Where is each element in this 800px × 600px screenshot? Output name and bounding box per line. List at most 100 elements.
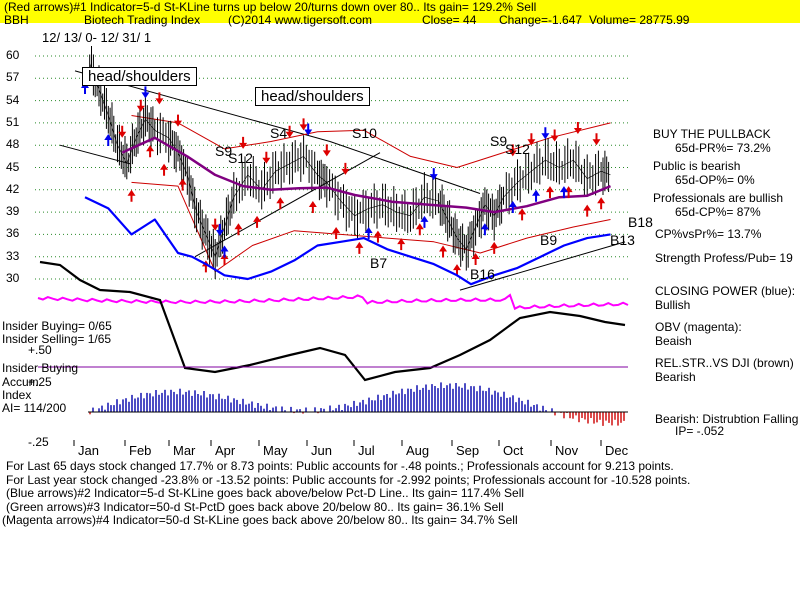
red-up-arrow <box>373 230 382 243</box>
downtrend-line-2 <box>329 141 481 194</box>
x-tick-label: Sep <box>456 443 479 458</box>
x-tick-label: May <box>263 443 288 458</box>
blue-up-arrow <box>508 200 517 213</box>
accum-plus-25: +.25 <box>28 375 52 389</box>
indicator-line-1: (Red arrows)#1 Indicator=5-d St-KLine tu… <box>4 0 537 14</box>
red-up-arrow <box>127 189 136 202</box>
pr-percent: 65d-PR%= 73.2% <box>675 141 771 155</box>
footer-line-4: (Green arrows)#3 Indicator=50-d St-PctD … <box>6 500 504 514</box>
red-up-arrow <box>415 223 424 236</box>
red-up-arrow <box>332 226 341 239</box>
lower-band <box>131 181 611 273</box>
blue-up-arrow <box>420 215 429 228</box>
blue-up-arrow <box>104 134 113 147</box>
buy-the-pullback: BUY THE PULLBACK <box>653 127 771 141</box>
index-label: Index <box>2 388 32 402</box>
insider-buying: Insider Buying= 0/65 <box>2 319 112 333</box>
red-up-arrow <box>490 241 499 254</box>
red-up-arrow <box>178 178 187 191</box>
signal-label-s10: S10 <box>352 125 377 141</box>
x-tick-label: Jul <box>358 443 375 458</box>
trend-lines <box>59 70 626 291</box>
footer-line-3: (Blue arrows)#2 Indicator=5-d St-KLine g… <box>6 486 525 500</box>
support-line <box>459 241 626 291</box>
red-up-arrow <box>518 208 527 221</box>
cp-percent: 65d-CP%= 87% <box>675 205 761 219</box>
obv-line <box>37 293 629 311</box>
red-up-arrow <box>146 145 155 158</box>
footer-line-2: For Last year stock changed -23.8% or -1… <box>6 473 691 487</box>
red-up-arrow <box>160 163 169 176</box>
red-down-arrow <box>550 129 559 142</box>
signal-arrows <box>81 82 606 277</box>
close-value: Close= 44 <box>422 13 477 27</box>
y-tick-label: 39 <box>6 204 20 219</box>
accumulation-histogram <box>88 382 628 426</box>
red-down-arrow <box>155 92 164 105</box>
header-bar <box>0 0 800 23</box>
cp-vs-pr: CP%vsPr%= 13.7% <box>655 227 762 241</box>
insider-buying-label: Insider Buying <box>2 361 79 375</box>
y-tick-label: 60 <box>6 48 20 62</box>
red-up-arrow <box>546 186 554 199</box>
red-down-arrow <box>592 133 601 146</box>
y-tick-label: 51 <box>6 114 20 129</box>
red-up-arrow <box>308 200 317 213</box>
obv-status: Beaish <box>655 334 692 348</box>
head-shoulders-callout-2: head/shoulders <box>255 87 370 106</box>
date-range: 12/ 13/ 0- 12/ 31/ 1 <box>42 30 152 45</box>
red-down-arrow <box>239 136 248 149</box>
relative-strength-series <box>38 260 628 382</box>
red-down-arrow <box>508 144 517 157</box>
closing-power-line <box>84 196 611 286</box>
red-down-arrow <box>285 125 294 138</box>
footer-line-1: For Last 65 days stock changed 17.7% or … <box>6 459 674 473</box>
red-up-arrow <box>253 215 262 228</box>
strength-profess-pub: Strength Profess/Pub= 19 <box>655 251 793 265</box>
y-tick-label: 54 <box>6 92 20 107</box>
ai-value: AI= 114/200 <box>2 401 67 415</box>
red-up-arrow <box>597 197 606 210</box>
moving-average <box>121 136 611 214</box>
blue-up-arrow <box>532 189 541 202</box>
relstr-line <box>39 260 626 382</box>
copyright: (C)2014 www.tigersoft.com <box>228 13 373 27</box>
red-up-arrow <box>220 252 229 265</box>
x-tick-label: Dec <box>605 443 629 458</box>
relstr-status: Bearish <box>655 370 696 384</box>
volume-value: Volume= 28775.99 <box>589 13 690 27</box>
x-tick-label: Apr <box>215 443 236 458</box>
red-up-arrow <box>234 223 243 236</box>
y-tick-label: 30 <box>6 271 20 285</box>
x-tick-label: Mar <box>173 443 196 458</box>
closing-power-status: Bullish <box>655 298 691 312</box>
x-tick-label: Aug <box>406 443 429 458</box>
blue-down-arrow <box>541 127 550 140</box>
head-shoulders-callout-1: head/shoulders <box>82 67 197 86</box>
blue-up-arrow <box>220 245 229 258</box>
red-down-arrow <box>136 99 145 112</box>
blue-down-arrow <box>141 86 150 99</box>
blue-up-arrow <box>480 223 489 236</box>
red-down-arrow <box>341 162 350 175</box>
accum-plus-50: +.50 <box>28 343 52 357</box>
professionals-status: Professionals are bullish <box>653 191 784 205</box>
signal-label-s9: S9 <box>215 143 233 159</box>
blue-up-arrow <box>364 226 373 239</box>
insider-selling: Insider Selling= 1/65 <box>2 332 112 346</box>
ticker: BBH <box>4 13 29 27</box>
footer-line-5: (Magenta arrows)#4 Indicator=50-d St-KLi… <box>2 513 518 527</box>
neckline-1 <box>59 144 131 165</box>
ma-line <box>121 136 611 214</box>
accum-minus-25: -.25 <box>28 435 49 449</box>
y-tick-label: 48 <box>6 137 20 152</box>
index-name: Biotech Trading Index <box>84 13 201 27</box>
y-tick-label: 33 <box>6 248 20 263</box>
y-tick-label: 57 <box>6 70 20 85</box>
distribution-status: Bearish: Distrubtion Falling <box>655 412 799 426</box>
x-tick-label: Feb <box>129 443 151 458</box>
x-tick-label: Oct <box>503 443 524 458</box>
red-down-arrow <box>262 151 271 164</box>
x-tick-label: Jan <box>78 443 99 458</box>
